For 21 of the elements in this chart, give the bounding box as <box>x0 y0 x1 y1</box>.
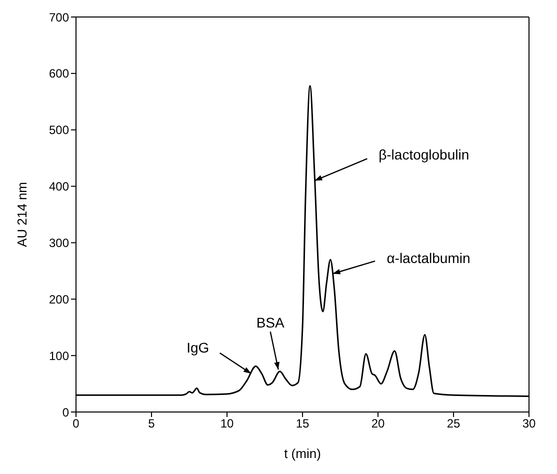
y-tick-label: 200 <box>48 292 70 306</box>
x-tick-label: 0 <box>72 416 80 431</box>
y-tick-label: 400 <box>48 180 70 194</box>
annotation: BSA <box>256 314 286 331</box>
x-tick-label: 30 <box>522 416 536 431</box>
y-axis-title: AU 214 nm <box>14 182 30 248</box>
y-tick-label: 500 <box>48 123 70 138</box>
y-tick-label: 600 <box>48 66 70 81</box>
y-tick-label: 100 <box>48 348 70 363</box>
x-tick-label: 10 <box>220 416 234 431</box>
x-tick-label: 25 <box>446 416 460 431</box>
annotation: α-lactalbumin <box>386 250 470 266</box>
x-axis-title: t (min) <box>284 446 321 461</box>
y-tick-label: 300 <box>48 236 70 250</box>
x-tick-label: 20 <box>371 416 385 431</box>
x-tick-label: 15 <box>296 416 310 431</box>
y-tick-label: 0 <box>62 405 70 420</box>
y-tick-label: 700 <box>48 10 70 24</box>
x-tick-label: 5 <box>148 416 156 431</box>
annotation: β-lactoglobulin <box>378 146 470 163</box>
annotation: IgG <box>186 340 210 356</box>
